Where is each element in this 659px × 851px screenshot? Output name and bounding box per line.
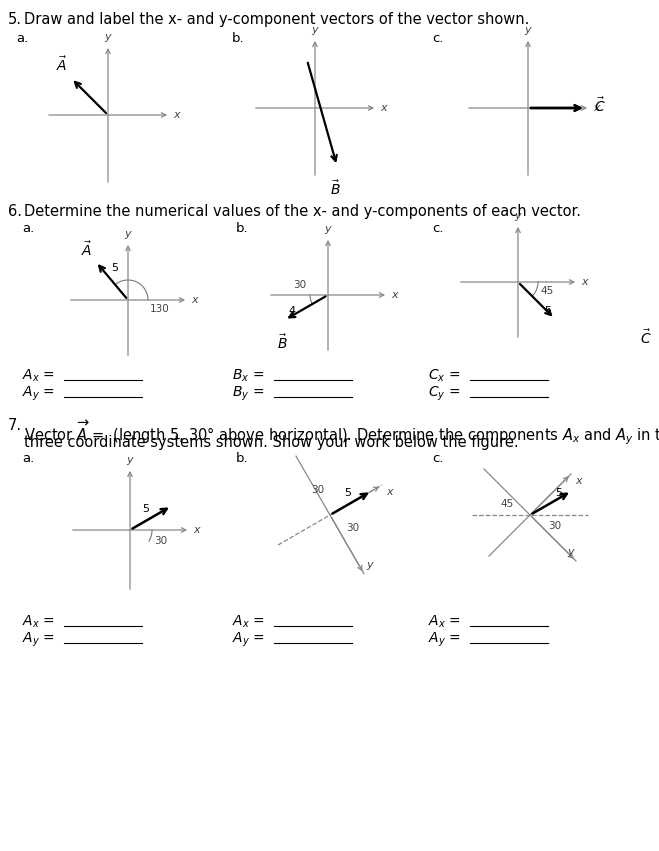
Text: Vector $\overrightarrow{A}$ =  (length 5, 30° above horizontal). Determine the c: Vector $\overrightarrow{A}$ = (length 5,… <box>24 418 659 447</box>
Text: c.: c. <box>432 452 444 465</box>
Text: a.: a. <box>22 222 34 235</box>
Text: 30: 30 <box>293 280 306 290</box>
Text: $A_x$ =: $A_x$ = <box>428 614 461 631</box>
Text: y: y <box>325 224 331 234</box>
Text: 5: 5 <box>142 504 149 514</box>
Text: $B_x$ =: $B_x$ = <box>232 368 264 385</box>
Text: $A_y$ =: $A_y$ = <box>22 385 55 403</box>
Text: x: x <box>386 487 393 497</box>
Text: 30: 30 <box>548 521 561 531</box>
Text: $A_x$ =: $A_x$ = <box>22 614 55 631</box>
Text: 5: 5 <box>111 263 118 273</box>
Text: 30: 30 <box>311 485 324 495</box>
Text: 30: 30 <box>154 536 167 546</box>
Text: y: y <box>125 229 131 239</box>
Text: $A_y$ =: $A_y$ = <box>22 631 55 649</box>
Text: 5: 5 <box>544 306 551 316</box>
Text: $\vec{C}$: $\vec{C}$ <box>641 328 652 347</box>
Text: x: x <box>581 277 588 287</box>
Text: 6.: 6. <box>8 204 22 219</box>
Text: x: x <box>173 110 180 120</box>
Text: 130: 130 <box>150 304 170 314</box>
Text: a.: a. <box>22 452 34 465</box>
Text: $C_x$ =: $C_x$ = <box>428 368 461 385</box>
Text: three coordinate systems shown. Show your work below the figure.: three coordinate systems shown. Show you… <box>24 435 519 450</box>
Text: 4: 4 <box>289 306 296 316</box>
Text: $A_x$ =: $A_x$ = <box>232 614 265 631</box>
Text: $\vec{B}$: $\vec{B}$ <box>330 179 340 197</box>
Text: $\vec{C}$: $\vec{C}$ <box>594 96 606 115</box>
Text: y: y <box>567 547 574 557</box>
Text: 5.: 5. <box>8 12 22 27</box>
Text: 5: 5 <box>555 488 562 498</box>
Text: b.: b. <box>236 222 248 235</box>
Text: y: y <box>127 455 133 465</box>
Text: 5: 5 <box>344 488 351 498</box>
Text: a.: a. <box>16 32 28 45</box>
Text: y: y <box>525 25 531 35</box>
Text: $A_y$ =: $A_y$ = <box>232 631 265 649</box>
Text: x: x <box>380 103 387 113</box>
Text: x: x <box>575 476 582 486</box>
Text: 45: 45 <box>540 286 554 296</box>
Text: x: x <box>191 295 198 305</box>
Text: x: x <box>593 103 600 113</box>
Text: x: x <box>391 290 397 300</box>
Text: $\vec{B}$: $\vec{B}$ <box>277 333 288 351</box>
Text: Determine the numerical values of the x- and y-components of each vector.: Determine the numerical values of the x-… <box>24 204 581 219</box>
Text: y: y <box>105 32 111 42</box>
Text: 7.: 7. <box>8 418 22 433</box>
Text: Draw and label the x- and y-component vectors of the vector shown.: Draw and label the x- and y-component ve… <box>24 12 529 27</box>
Text: $\vec{A}$: $\vec{A}$ <box>56 55 67 74</box>
Text: 45: 45 <box>501 499 514 509</box>
Text: b.: b. <box>236 452 248 465</box>
Text: y: y <box>515 211 521 221</box>
Text: y: y <box>366 560 372 570</box>
Text: $C_y$ =: $C_y$ = <box>428 385 461 403</box>
Text: $B_y$ =: $B_y$ = <box>232 385 264 403</box>
Text: $\vec{A}$: $\vec{A}$ <box>80 240 92 259</box>
Text: b.: b. <box>232 32 244 45</box>
Text: c.: c. <box>432 222 444 235</box>
Text: 30: 30 <box>346 523 359 533</box>
Text: $A_y$ =: $A_y$ = <box>428 631 461 649</box>
Text: c.: c. <box>432 32 444 45</box>
Text: y: y <box>312 25 318 35</box>
Text: $A_x$ =: $A_x$ = <box>22 368 55 385</box>
Text: x: x <box>193 525 200 535</box>
